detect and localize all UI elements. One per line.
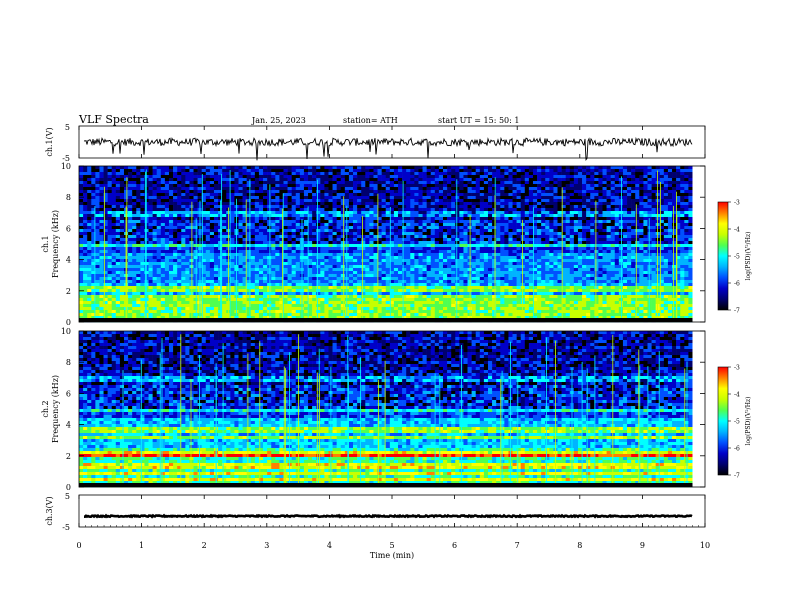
time-axis-label: Time (min) [370,551,414,560]
start-time-label: start UT = 15: 50: 1 [438,116,519,125]
ch3-waveform-panel: 5 -5 ch.3(V) [45,492,706,532]
time-tick-3: 3 [264,541,269,550]
ch1-frequency-ticks: 0 2 4 6 8 10 [61,162,705,327]
ch1-spectrogram-panel: 0 2 4 6 8 10 ch.1 Frequency (kHz) [41,162,706,327]
ch1-colorbar: -3 -4 -5 -6 -7 log(PSD)(V²/Hz) [717,200,752,315]
ch2-colorbar-ticks: -3 -4 -5 -6 -7 [728,365,740,480]
ch2-spectrogram-image [79,331,705,488]
time-tick-0: 0 [76,541,81,550]
cb2ticks-label-2: -5 [734,419,740,426]
cb1ticks-label-4: -7 [734,308,740,315]
ch2-spec-channel-label: ch.2 [41,400,50,417]
yt2-label-2: 4 [66,421,71,430]
ch3-ytick-bottom: -5 [62,523,70,532]
yt2-label-1: 2 [66,452,71,461]
time-tick-2: 2 [202,541,207,550]
time-axis: 0 1 2 3 4 5 6 7 8 9 10 [76,126,710,550]
time-tick-8: 8 [577,541,582,550]
yt1-label-0: 0 [66,318,71,327]
ch2-frequency-ticks: 0 2 4 6 8 10 [61,327,705,492]
cb2ticks-label-4: -7 [734,473,740,480]
ch2-colorbar-label: log(PSD)(V²/Hz) [745,397,752,446]
cb1ticks-label-2: -5 [734,254,740,261]
cb2ticks-label-1: -4 [734,392,740,399]
yt1-label-4: 8 [66,193,71,202]
time-tick-10: 10 [700,541,710,550]
ch2-spectrogram-panel: 0 2 4 6 8 10 ch.2 Frequency (kHz) [41,327,706,492]
yt1-label-5: 10 [61,162,71,171]
yt1-label-3: 6 [66,224,71,233]
ch2-colorbar: -3 -4 -5 -6 -7 log(PSD)(V²/Hz) [717,365,752,480]
time-tick-1: 1 [139,541,144,550]
cb1ticks-label-1: -4 [734,227,740,234]
yt2-label-3: 6 [66,389,71,398]
time-tick-9: 9 [640,541,645,550]
ch1-ytick-top: 5 [65,123,70,132]
cb2ticks-label-0: -3 [734,365,740,372]
ch2-spec-ylabel: Frequency (kHz) [51,375,60,443]
ch1-ylabel: ch.1(V) [45,127,54,156]
time-tick-6: 6 [452,541,457,550]
station-label: station= ATH [343,116,398,125]
cb1ticks-label-3: -6 [734,281,740,288]
ch3-ylabel: ch.3(V) [45,496,54,525]
yt2-label-4: 8 [66,358,71,367]
ch1-spectrogram-image [79,166,705,323]
ch1-waveform-line [83,136,693,162]
time-tick-7: 7 [515,541,520,550]
yt2-label-5: 10 [61,327,71,336]
ch1-spec-channel-label: ch.1 [41,235,50,252]
cb2ticks-label-3: -6 [734,446,740,453]
ch1-colorbar-ticks: -3 -4 -5 -6 -7 [728,200,740,315]
ch3-ytick-top: 5 [65,492,70,501]
date-label: Jan. 25, 2023 [251,116,306,125]
ch1-spec-ylabel: Frequency (kHz) [51,210,60,278]
yt2-label-0: 0 [66,483,71,492]
ch3-waveform-line [84,513,693,519]
time-tick-4: 4 [327,541,332,550]
cb1ticks-label-0: -3 [734,200,740,207]
ch1-waveform-panel: 5 -5 ch.1(V) [45,123,706,163]
ch1-colorbar-label: log(PSD)(V²/Hz) [745,232,752,281]
figure-title: VLF Spectra [78,113,149,126]
yt1-label-2: 4 [66,256,71,265]
time-tick-5: 5 [389,541,394,550]
yt1-label-1: 2 [66,287,71,296]
ch1-ytick-bottom: -5 [62,154,70,163]
